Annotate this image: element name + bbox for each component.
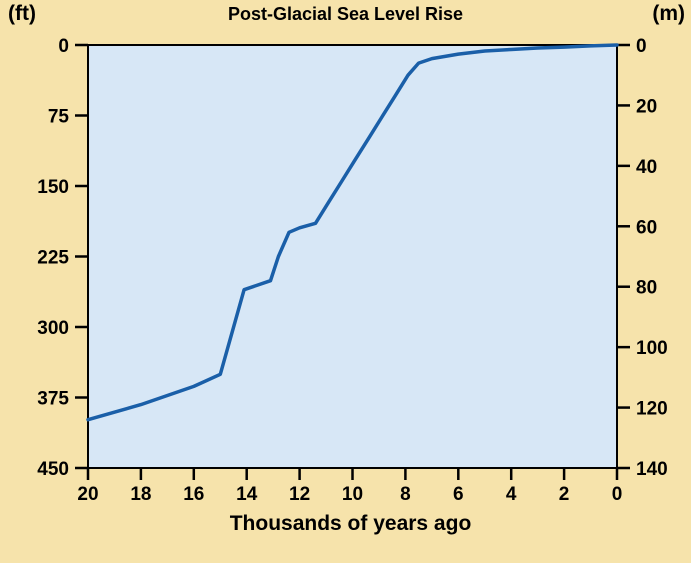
right-axis-tick-label: 140 [636, 459, 668, 480]
left-axis-tick-label: 450 [37, 459, 69, 480]
left-axis-tick-label: 75 [48, 107, 70, 128]
left-axis-tick-label: 0 [58, 36, 69, 57]
right-axis-tick-label: 120 [636, 399, 668, 420]
left-axis-unit-label: (ft) [8, 2, 36, 25]
x-axis-tick-label: 0 [612, 484, 623, 505]
x-axis-tick-label: 12 [289, 484, 310, 505]
x-axis-tick-label: 2 [559, 484, 570, 505]
right-axis-tick-label: 80 [636, 278, 657, 299]
plot-background [87, 44, 618, 469]
x-axis-tick-label: 20 [77, 484, 98, 505]
x-axis-tick-label: 16 [183, 484, 204, 505]
x-axis-tick-label: 4 [506, 484, 517, 505]
x-axis-tick-label: 14 [236, 484, 258, 505]
x-axis-tick-label: 8 [400, 484, 411, 505]
x-axis-label: Thousands of years ago [229, 512, 472, 535]
right-axis-tick-label: 20 [636, 96, 657, 117]
left-axis-tick-label: 150 [37, 177, 69, 198]
x-axis-tick-label: 10 [342, 484, 363, 505]
x-axis-tick-label: 18 [130, 484, 151, 505]
right-axis-unit-label: (m) [652, 2, 685, 25]
x-axis-tick-label: 6 [453, 484, 464, 505]
right-axis-tick-label: 100 [636, 338, 668, 359]
left-axis-tick-label: 225 [37, 248, 69, 269]
right-axis-tick-label: 60 [636, 217, 657, 238]
chart-title: Post-Glacial Sea Level Rise [227, 4, 464, 24]
right-axis-tick-label: 40 [636, 157, 657, 178]
sea-level-line [86, 43, 619, 422]
left-axis-tick-label: 375 [37, 389, 69, 410]
left-axis-tick-label: 300 [37, 318, 69, 339]
right-axis-tick-label: 0 [636, 36, 647, 57]
